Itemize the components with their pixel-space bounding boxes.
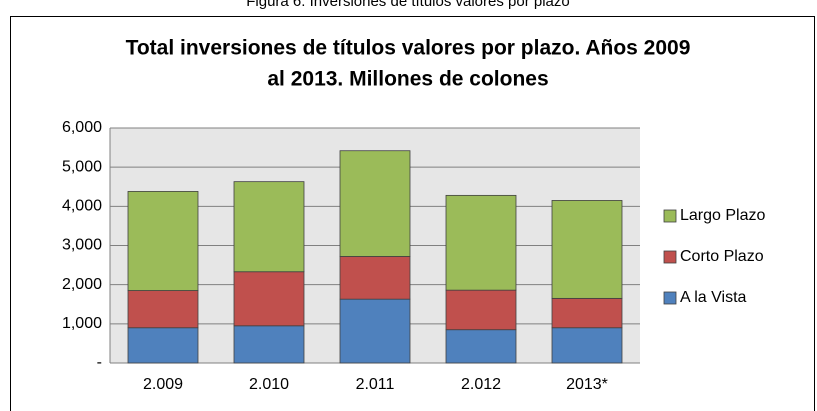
bar-segment bbox=[551, 327, 623, 364]
legend-swatch bbox=[663, 250, 677, 264]
y-tick-label: 3,000 bbox=[62, 237, 102, 254]
bar-segment bbox=[551, 297, 623, 329]
chart-title: Total inversiones de títulos valores por… bbox=[126, 37, 691, 60]
bar-segment bbox=[233, 271, 305, 327]
legend-label: Largo Plazo bbox=[680, 207, 765, 224]
y-tick-label: 5,000 bbox=[62, 158, 102, 175]
x-tick-label: 2013* bbox=[566, 376, 608, 393]
legend-label: A la Vista bbox=[680, 289, 747, 306]
legend-swatch bbox=[663, 209, 677, 223]
x-tick-label: 2.010 bbox=[249, 376, 289, 393]
legend-label: Corto Plazo bbox=[680, 248, 764, 265]
y-tick-label: - bbox=[97, 354, 102, 371]
bar-segment bbox=[127, 327, 199, 364]
y-tick-label: 6,000 bbox=[62, 119, 102, 136]
x-tick-label: 2.012 bbox=[461, 376, 501, 393]
bar-segment bbox=[233, 325, 305, 364]
bar-segment bbox=[339, 256, 411, 300]
chart-title: al 2013. Millones de colones bbox=[267, 68, 548, 91]
legend-swatch bbox=[663, 291, 677, 305]
bar-segment bbox=[339, 150, 411, 257]
bar-segment bbox=[445, 289, 517, 331]
figure-caption: Figura 6. Inversiones de títulos valores… bbox=[246, 0, 570, 10]
x-tick-label: 2.011 bbox=[356, 376, 395, 393]
bar-segment bbox=[551, 200, 623, 299]
bar-segment bbox=[127, 290, 199, 329]
x-tick-label: 2.009 bbox=[143, 376, 183, 393]
y-tick-label: 1,000 bbox=[62, 315, 102, 332]
bar-segment bbox=[233, 181, 305, 273]
y-tick-label: 2,000 bbox=[62, 276, 102, 293]
bar-segment bbox=[127, 191, 199, 291]
bar-segment bbox=[445, 194, 517, 291]
bar-segment bbox=[445, 329, 517, 364]
y-tick-label: 4,000 bbox=[62, 198, 102, 215]
bar-segment bbox=[339, 298, 411, 364]
